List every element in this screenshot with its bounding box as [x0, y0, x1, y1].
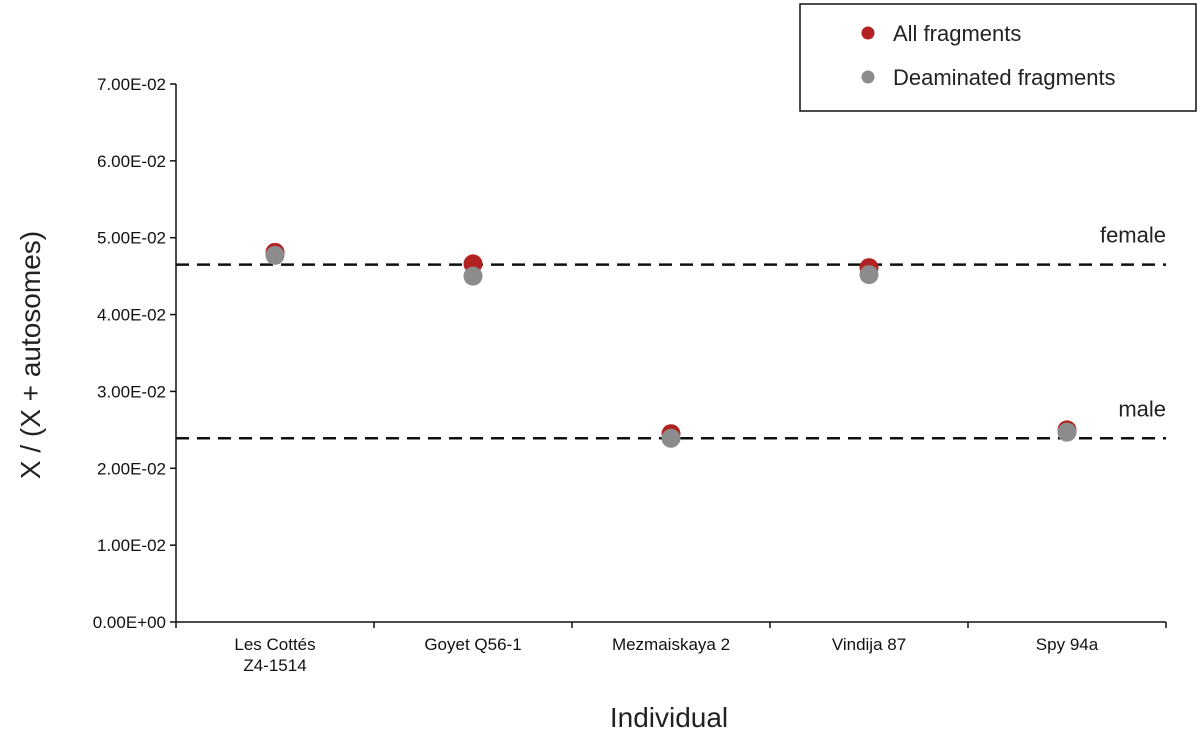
data-points: [265, 242, 1077, 448]
point-deaminated-fragments: [463, 266, 483, 286]
legend-label-all-fragments: All fragments: [893, 21, 1021, 46]
y-tick-label: 5.00E-02: [97, 229, 166, 248]
x-category-label: Spy 94a: [1036, 635, 1099, 654]
point-deaminated-fragments: [1057, 422, 1077, 442]
legend: All fragments Deaminated fragments: [799, 3, 1197, 112]
y-axis-title: X / (X + autosomes): [15, 231, 46, 479]
y-axis: 0.00E+00 1.00E-02 2.00E-02 3.00E-02 4.00E-02…: [93, 75, 177, 632]
x-axis-title: Individual: [610, 702, 728, 733]
y-tick-label: 2.00E-02: [97, 459, 166, 478]
y-tick-label: 0.00E+00: [93, 613, 166, 632]
point-deaminated-fragments: [859, 265, 879, 285]
y-tick-label: 7.00E-02: [97, 75, 166, 94]
x-category-label: Goyet Q56-1: [424, 635, 521, 654]
legend-label-deaminated-fragments: Deaminated fragments: [893, 65, 1116, 90]
x-category-label: Vindija 87: [832, 635, 906, 654]
x-axis: Les Cottés Z4-1514 Goyet Q56-1 Mezmaiskaya …: [175, 621, 1167, 675]
x-category-label: Mezmaiskaya 2: [612, 635, 730, 654]
legend-marker-all-fragments: [861, 26, 875, 40]
y-tick-label: 1.00E-02: [97, 536, 166, 555]
y-tick-label: 3.00E-02: [97, 382, 166, 401]
y-tick-label: 4.00E-02: [97, 306, 166, 325]
legend-marker-deaminated-fragments: [861, 70, 875, 84]
point-deaminated-fragments: [265, 245, 285, 265]
y-tick-label: 6.00E-02: [97, 152, 166, 171]
reference-lines: female male: [176, 223, 1166, 440]
reference-label-male: male: [1118, 396, 1166, 421]
point-deaminated-fragments: [661, 428, 681, 448]
legend-box: [799, 3, 1197, 112]
x-category-label: Les Cottés Z4-1514: [234, 635, 315, 675]
reference-label-female: female: [1100, 223, 1166, 248]
